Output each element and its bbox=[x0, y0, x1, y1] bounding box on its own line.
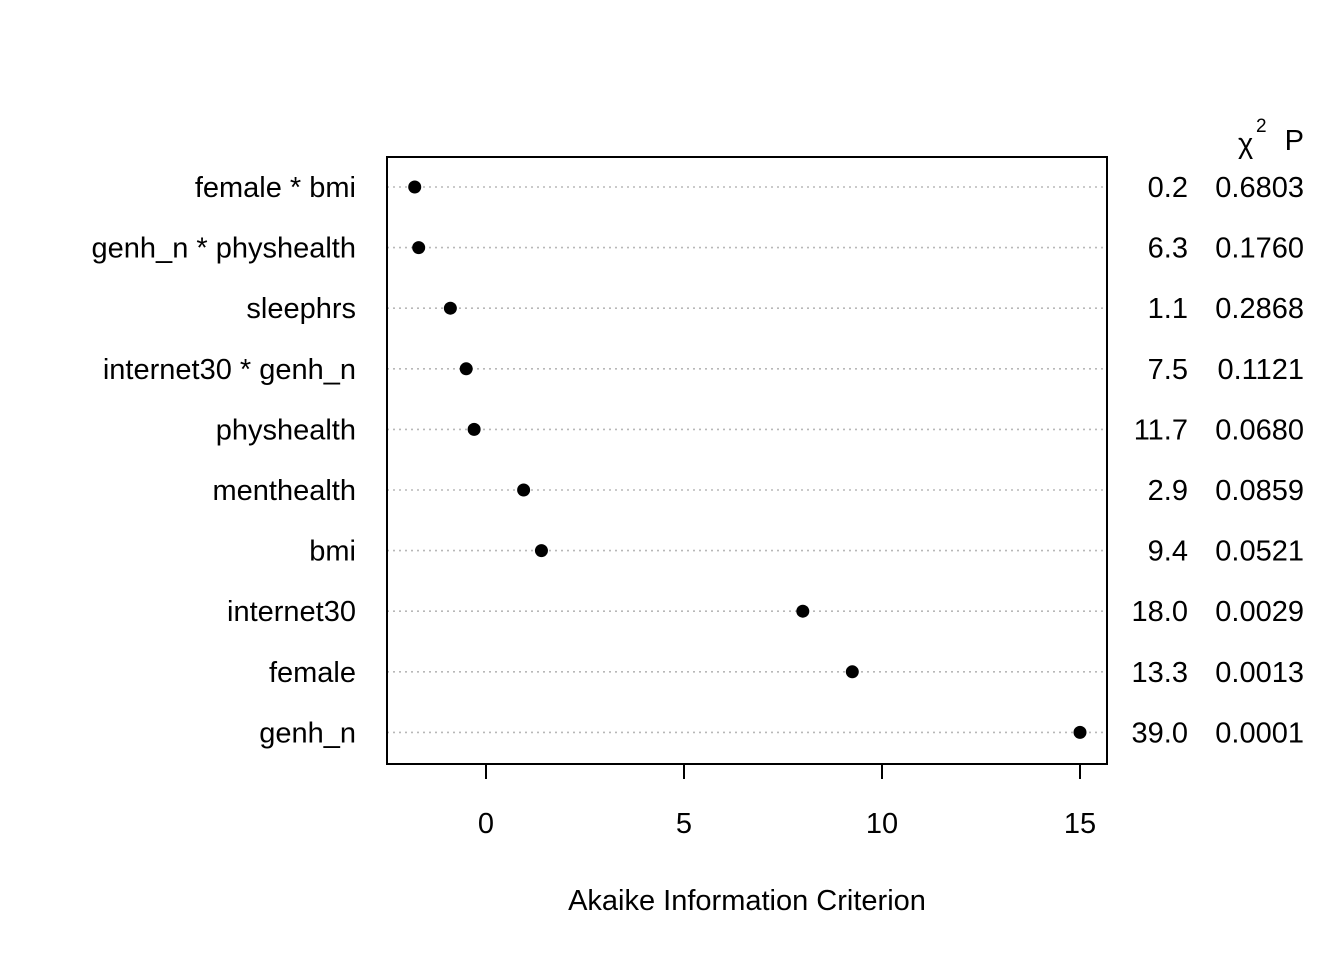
p-value: 0.1121 bbox=[1217, 354, 1304, 386]
x-tick-label: 10 bbox=[866, 808, 898, 840]
x-tick-label: 5 bbox=[676, 808, 692, 840]
row-label: menthealth bbox=[213, 475, 357, 507]
data-point bbox=[845, 665, 859, 679]
row-label: internet30 bbox=[227, 596, 356, 628]
p-value: 0.0013 bbox=[1215, 657, 1304, 689]
chi2-value: 39.0 bbox=[1132, 717, 1188, 749]
row-labels: female * bmi genh_n * physhealth sleephrs i… bbox=[92, 172, 356, 749]
row-label: genh_n * physhealth bbox=[92, 233, 356, 265]
data-point bbox=[517, 483, 531, 497]
data-point bbox=[443, 301, 457, 315]
data-point bbox=[467, 422, 481, 436]
chi2-value: 0.2 bbox=[1148, 172, 1188, 204]
row-label: sleephrs bbox=[246, 293, 356, 325]
chi2-value: 9.4 bbox=[1148, 536, 1188, 568]
data-point bbox=[534, 544, 548, 558]
p-value: 0.0521 bbox=[1215, 536, 1304, 568]
p-value: 0.0680 bbox=[1215, 414, 1304, 446]
row-label: genh_n bbox=[259, 717, 356, 749]
chi2-header-superscript: 2 bbox=[1256, 116, 1267, 137]
row-label: female * bmi bbox=[195, 172, 356, 204]
p-value: 0.2868 bbox=[1215, 293, 1304, 325]
x-axis-title: Akaike Information Criterion bbox=[568, 885, 926, 917]
data-point bbox=[1073, 725, 1087, 739]
data-point bbox=[796, 604, 810, 618]
chi2-value: 13.3 bbox=[1132, 657, 1188, 689]
row-label: internet30 * genh_n bbox=[103, 354, 356, 386]
chi2-value: 7.5 bbox=[1148, 354, 1188, 386]
data-point bbox=[408, 180, 422, 194]
gridlines bbox=[387, 186, 1107, 734]
x-tick-label: 15 bbox=[1064, 808, 1096, 840]
chi2-header: χ bbox=[1238, 128, 1253, 160]
chi2-column: 0.2 6.3 1.1 7.5 11.7 2.9 9.4 18.0 13.3 39.0 bbox=[1132, 172, 1188, 749]
chi2-value: 2.9 bbox=[1148, 475, 1188, 507]
p-value: 0.0001 bbox=[1215, 717, 1304, 749]
data-point bbox=[412, 241, 426, 255]
chi2-value: 1.1 bbox=[1148, 293, 1188, 325]
p-value: 0.0859 bbox=[1215, 475, 1304, 507]
p-column: 0.6803 0.1760 0.2868 0.1121 0.0680 0.0859 0.05… bbox=[1215, 172, 1304, 749]
data-point bbox=[459, 362, 473, 376]
data-points bbox=[408, 180, 1087, 739]
chi2-value: 11.7 bbox=[1134, 414, 1188, 446]
p-value: 0.1760 bbox=[1215, 233, 1304, 265]
p-value: 0.6803 bbox=[1215, 172, 1304, 204]
x-tick-label: 0 bbox=[478, 808, 494, 840]
p-value: 0.0029 bbox=[1215, 596, 1304, 628]
row-label: female bbox=[269, 657, 356, 689]
p-header: P bbox=[1285, 125, 1304, 157]
chi2-value: 18.0 bbox=[1132, 596, 1188, 628]
chi2-value: 6.3 bbox=[1148, 233, 1188, 265]
row-label: bmi bbox=[309, 536, 356, 568]
row-label: physhealth bbox=[216, 414, 356, 446]
x-axis: 0 5 10 15 bbox=[478, 763, 1096, 840]
